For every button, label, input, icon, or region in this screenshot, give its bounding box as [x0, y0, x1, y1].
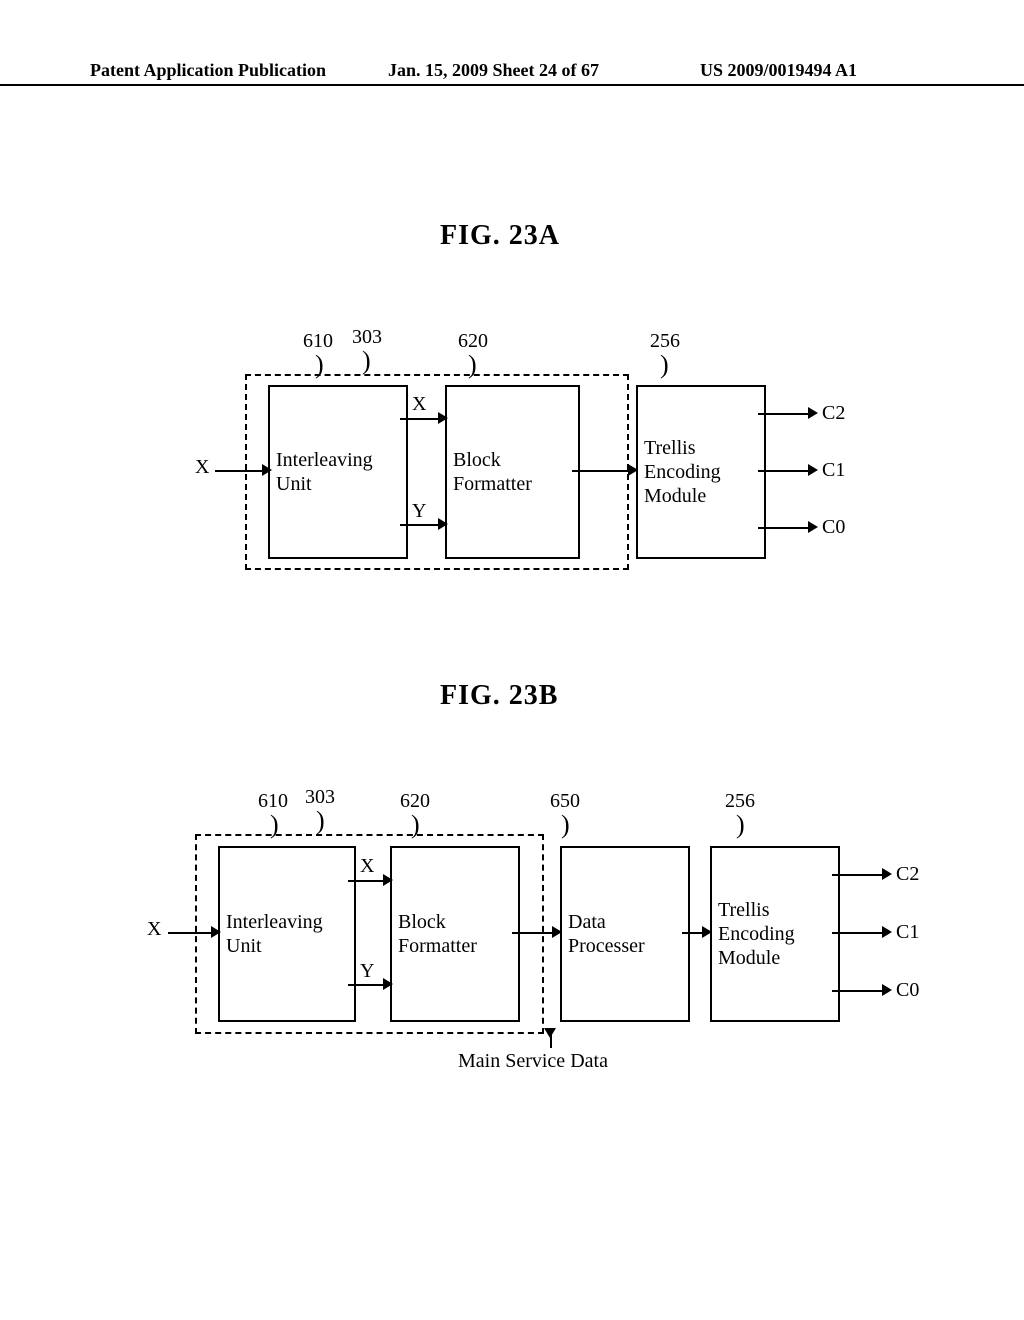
fig-a-box-interleaving: Interleaving Unit: [268, 385, 408, 559]
fig-b-main-service-data: Main Service Data: [458, 1050, 608, 1073]
leader-icon: ): [316, 808, 325, 834]
wire: [512, 932, 554, 934]
wire: [758, 470, 810, 472]
wire: [758, 413, 810, 415]
wire: [215, 470, 263, 472]
fig-b-box-interleaving: Interleaving Unit: [218, 846, 356, 1022]
wire: [348, 984, 385, 986]
fig-a-out-c0: C0: [822, 516, 845, 539]
wire: [832, 990, 884, 992]
fig-a-input-label: X: [195, 456, 209, 479]
leader-icon: ): [411, 812, 420, 838]
fig-a-out-c2: C2: [822, 402, 845, 425]
header-mid: Jan. 15, 2009 Sheet 24 of 67: [388, 60, 599, 81]
arrow-icon: [628, 464, 638, 476]
fig-b-mid-y: Y: [360, 960, 374, 983]
fig-b-box-block-formatter: Block Formatter: [390, 846, 520, 1022]
fig-b-out-c1: C1: [896, 921, 919, 944]
wire: [400, 524, 440, 526]
wire: [168, 932, 213, 934]
wire: [572, 470, 630, 472]
fig-a-box-block-formatter: Block Formatter: [445, 385, 580, 559]
fig-a-box-trellis: Trellis Encoding Module: [636, 385, 766, 559]
header-right: US 2009/0019494 A1: [700, 60, 857, 81]
fig-a-mid-y: Y: [412, 500, 426, 523]
header-rule: [0, 84, 1024, 88]
fig-b-input-label: X: [147, 918, 161, 941]
arrow-icon: [808, 521, 818, 533]
leader-icon: ): [660, 352, 669, 378]
arrow-icon: [882, 926, 892, 938]
wire: [832, 932, 884, 934]
fig-23b-title: FIG. 23B: [440, 680, 558, 712]
arrow-icon: [438, 412, 448, 424]
leader-icon: ): [468, 352, 477, 378]
arrow-icon: [882, 868, 892, 880]
wire: [400, 418, 440, 420]
arrow-icon: [262, 464, 272, 476]
fig-a-out-c1: C1: [822, 459, 845, 482]
arrow-icon: [438, 518, 448, 530]
arrow-up-icon: [544, 1028, 556, 1038]
fig-23a-title: FIG. 23A: [440, 220, 560, 252]
leader-icon: ): [736, 812, 745, 838]
wire: [758, 527, 810, 529]
fig-b-box-trellis: Trellis Encoding Module: [710, 846, 840, 1022]
wire: [348, 880, 385, 882]
header-left: Patent Application Publication: [90, 60, 326, 81]
fig-b-box-data-processer: Data Processer: [560, 846, 690, 1022]
fig-b-out-c0: C0: [896, 979, 919, 1002]
arrow-icon: [383, 874, 393, 886]
arrow-icon: [808, 464, 818, 476]
page: Patent Application Publication Jan. 15, …: [0, 0, 1024, 1320]
arrow-icon: [383, 978, 393, 990]
arrow-icon: [552, 926, 562, 938]
leader-icon: ): [315, 352, 324, 378]
leader-icon: ): [270, 812, 279, 838]
arrow-icon: [211, 926, 221, 938]
fig-b-mid-x: X: [360, 855, 374, 878]
fig-b-out-c2: C2: [896, 863, 919, 886]
arrow-icon: [882, 984, 892, 996]
arrow-icon: [702, 926, 712, 938]
wire: [682, 932, 704, 934]
leader-icon: ): [362, 348, 371, 374]
arrow-icon: [808, 407, 818, 419]
leader-icon: ): [561, 812, 570, 838]
fig-a-mid-x: X: [412, 393, 426, 416]
wire: [832, 874, 884, 876]
